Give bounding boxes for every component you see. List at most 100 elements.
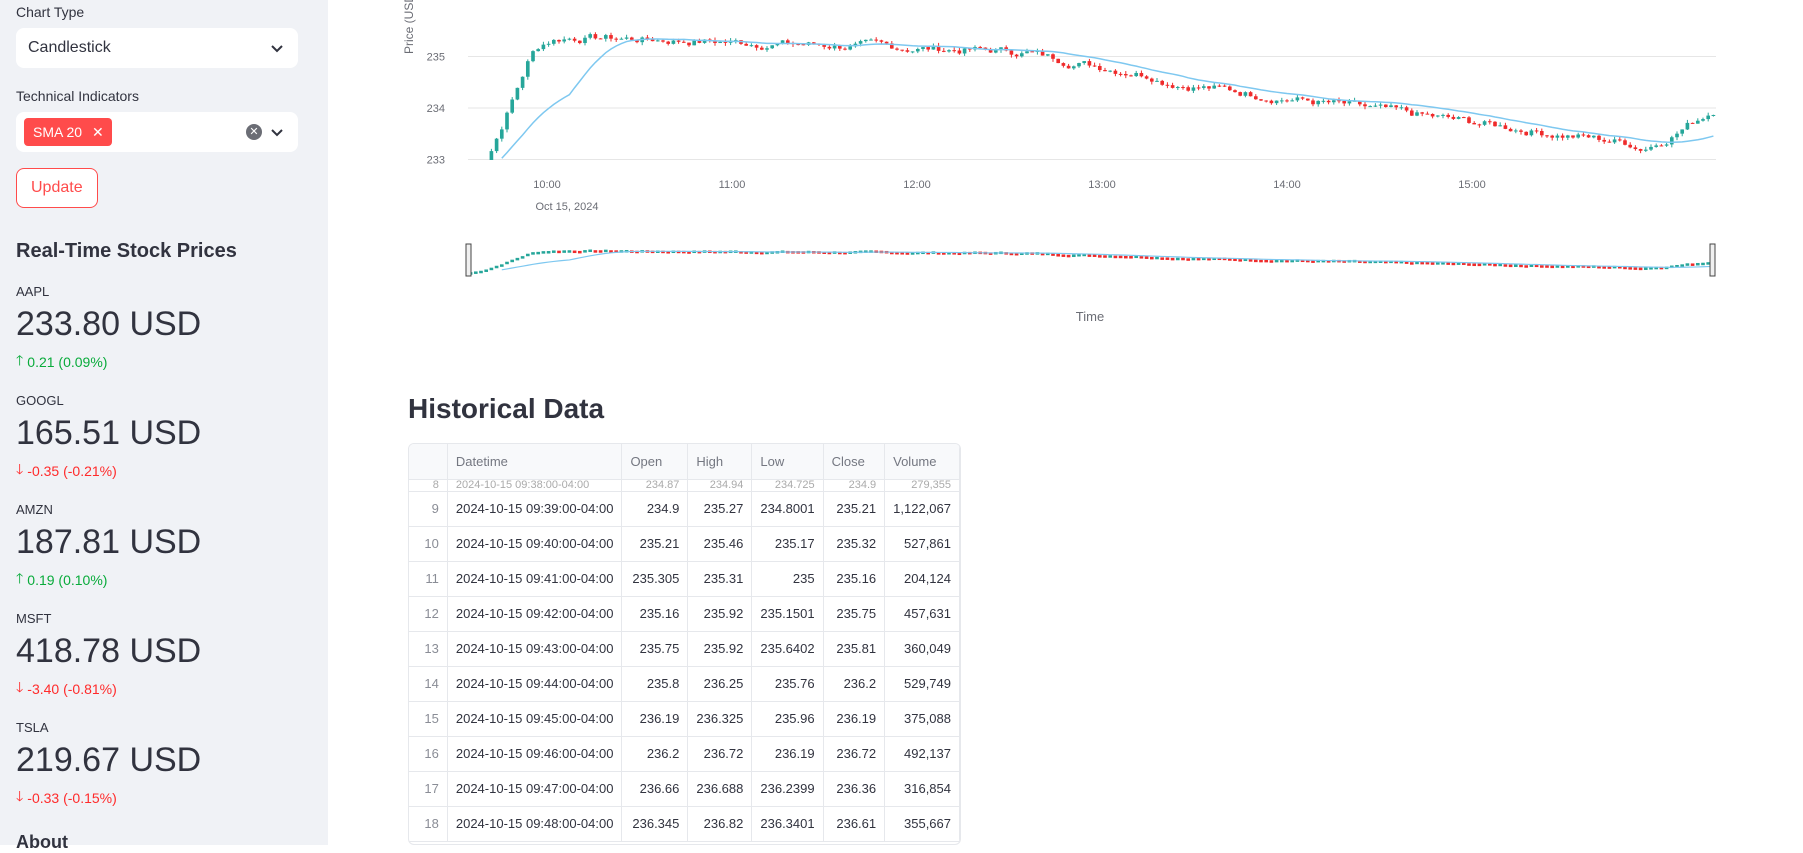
mini-candle [1664,266,1669,270]
cell-datetime: 2024-10-15 09:42:00-04:00 [447,596,623,632]
candle [1539,128,1544,138]
candle [1576,132,1581,139]
mini-candle [1482,263,1487,266]
mini-candle [1519,264,1523,268]
table-row[interactable]: 17 2024-10-15 09:47:00-04:00 236.66 236.688… [409,771,960,807]
candle [1389,102,1393,108]
mini-candle [1628,267,1633,270]
candle [1045,54,1050,57]
table-row[interactable]: 16 2024-10-15 09:46:00-04:00 236.2 236.72 23… [409,736,960,772]
metric-msft: MSFT 418.78 USD 🡓 -3.40 (-0.81%) [16,611,316,701]
candle [1378,102,1383,109]
mini-candle [1300,259,1305,263]
candle [1607,139,1612,143]
table-row[interactable]: 10 2024-10-15 09:40:00-04:00 235.21 235.46 2… [409,526,960,562]
col-datetime[interactable]: Datetime [447,444,623,480]
col-index[interactable] [409,444,448,480]
mini-candle [1014,252,1019,256]
mini-candle [1576,265,1581,268]
table-row[interactable]: 11 2024-10-15 09:41:00-04:00 235.305 235.31… [409,561,960,597]
cell-index: 11 [409,561,448,597]
cell-open: 236.66 [621,771,689,807]
mini-candle [1108,255,1113,258]
table-row[interactable]: 18 2024-10-15 09:48:00-04:00 236.345 236.82… [409,806,960,842]
col-high[interactable]: High [687,444,753,480]
mini-candle [609,250,613,253]
cell-close: 236.2 [823,666,886,702]
candle [1279,97,1284,104]
cell-index: 17 [409,771,448,807]
mini-candle [1487,263,1492,266]
candle [583,35,587,46]
candle [1165,82,1170,89]
candle [1591,135,1596,139]
col-open[interactable]: Open [621,444,689,480]
mini-candle [1160,257,1165,260]
mini-candle [1493,263,1497,267]
update-button[interactable]: Update [16,168,98,208]
mini-candle [1201,257,1206,261]
cell-close: 235.81 [823,631,886,667]
mini-candle [1071,254,1076,258]
mini-candle [1175,257,1180,261]
price-chart[interactable]: 233 234 235 10:00 11:00 12:00 13:00 14:00 15:00… [328,0,1803,340]
candle [1217,84,1222,88]
candle [1368,105,1373,108]
mini-candle [525,253,530,257]
mini-candle [910,252,915,255]
table-row[interactable]: 12 2024-10-15 09:42:00-04:00 235.16 235.92 2… [409,596,960,632]
table-row[interactable]: 9 2024-10-15 09:39:00-04:00 234.9 235.27 234… [409,491,960,527]
metric-googl: GOOGL 165.51 USD 🡓 -0.35 (-0.21%) [16,393,316,483]
table-row[interactable]: 13 2024-10-15 09:43:00-04:00 235.75 235.92 2… [409,631,960,667]
mini-candle [1550,265,1555,269]
chart-type-select[interactable]: Candlestick [16,28,298,68]
mini-candle [1591,265,1596,268]
mini-candle [1394,260,1399,264]
col-close[interactable]: Close [823,444,886,480]
cell-index: 16 [409,736,448,772]
candle [1134,70,1139,77]
candle [1513,128,1518,134]
mini-candle [1623,266,1627,270]
mini-candle [1425,261,1430,265]
col-volume[interactable]: Volume [884,444,960,480]
mini-candle [603,249,608,253]
candle [957,47,962,55]
mini-candle [1430,262,1435,265]
mini-candle [1446,262,1451,265]
cell-close: 235.21 [823,491,886,527]
historical-table[interactable]: Datetime Open High Low Close Volume 8 20… [408,443,961,845]
cell-high: 236.72 [687,736,753,772]
table-row[interactable]: 14 2024-10-15 09:44:00-04:00 235.8 236.25 23… [409,666,960,702]
remove-tag-icon[interactable]: ✕ [92,123,104,140]
mini-candle [681,250,686,254]
col-low[interactable]: Low [751,444,824,480]
range-handle-left[interactable] [465,243,472,277]
candle [1706,112,1711,122]
cell-open: 236.345 [621,806,689,842]
candle [754,44,759,51]
candle [1300,96,1305,101]
cell-close: 235.32 [823,526,886,562]
candle [1243,91,1248,98]
candle [479,169,483,176]
x-tick-label: 15:00 [1458,179,1486,191]
mini-candle [1701,262,1705,266]
mini-candle [661,250,665,254]
table-row[interactable]: 15 2024-10-15 09:45:00-04:00 236.19 236.325… [409,701,960,737]
candle [1040,48,1045,56]
candle [1108,70,1113,73]
candle [1014,53,1019,59]
chevron-down-icon[interactable] [268,123,286,141]
indicators-multiselect[interactable]: SMA 20 ✕ ✕ [16,112,298,152]
mini-candle [926,251,931,255]
indicator-tag[interactable]: SMA 20 ✕ [24,118,112,146]
clear-all-icon[interactable]: ✕ [246,124,262,140]
mini-candle [1363,260,1367,264]
range-handle-right[interactable] [1709,243,1716,277]
cell-high: 236.25 [687,666,753,702]
cell-index: 10 [409,526,448,562]
cell-close: 236.61 [823,806,886,842]
mini-candle [1155,256,1159,260]
mini-candle [531,252,535,255]
